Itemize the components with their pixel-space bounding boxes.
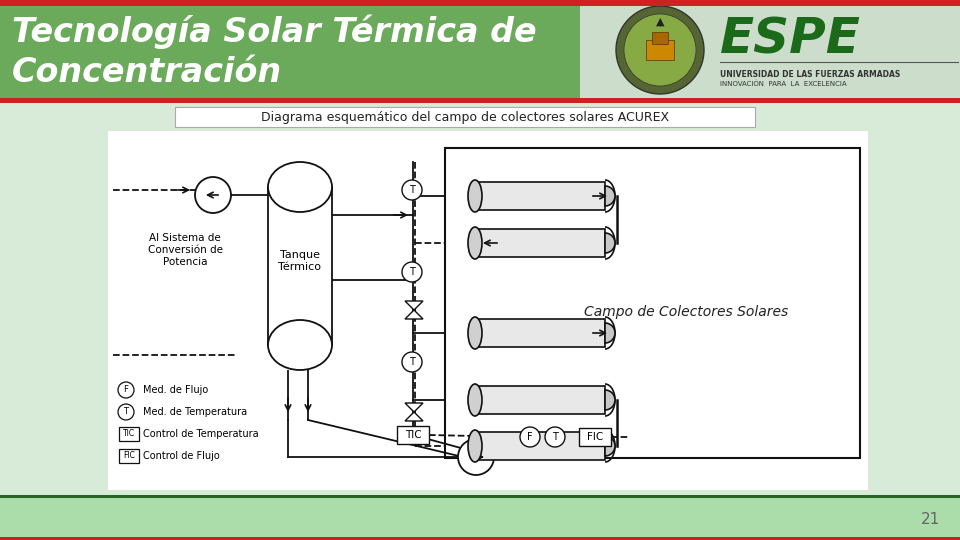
Circle shape — [402, 262, 422, 282]
Bar — [652, 32, 668, 44]
Circle shape — [545, 427, 565, 447]
Text: T: T — [409, 267, 415, 277]
Ellipse shape — [468, 180, 482, 212]
Text: T: T — [552, 432, 558, 442]
Circle shape — [402, 352, 422, 372]
Circle shape — [616, 6, 704, 94]
Text: Diagrama esquemático del campo de colectores solares ACUREX: Diagrama esquemático del campo de colect… — [261, 111, 669, 124]
Circle shape — [118, 382, 134, 398]
Ellipse shape — [468, 317, 482, 349]
Text: UNIVERSIDAD DE LAS FUERZAS ARMADAS: UNIVERSIDAD DE LAS FUERZAS ARMADAS — [720, 70, 900, 79]
Ellipse shape — [268, 320, 332, 370]
Bar — [268, 187, 332, 345]
Text: FIC: FIC — [587, 432, 603, 442]
Text: Med. de Flujo: Med. de Flujo — [143, 385, 208, 395]
Bar — [175, 107, 755, 127]
Polygon shape — [405, 412, 423, 421]
Bar — [108, 131, 868, 490]
Polygon shape — [405, 403, 423, 412]
Circle shape — [195, 177, 231, 213]
Ellipse shape — [468, 227, 482, 259]
Bar — [397, 426, 429, 444]
Bar — [475, 386, 605, 414]
Polygon shape — [405, 301, 423, 310]
Text: F: F — [527, 432, 533, 442]
Circle shape — [624, 14, 696, 86]
Text: ESPE: ESPE — [720, 16, 860, 64]
Text: TIC: TIC — [123, 429, 135, 438]
Text: Control de Temperatura: Control de Temperatura — [143, 429, 258, 439]
Wedge shape — [605, 390, 615, 410]
Text: Control de Flujo: Control de Flujo — [143, 451, 220, 461]
Circle shape — [520, 427, 540, 447]
Bar — [445, 148, 860, 458]
Bar — [119, 427, 139, 441]
Text: T: T — [409, 185, 415, 195]
Wedge shape — [605, 323, 615, 343]
Bar — [268, 345, 332, 370]
Circle shape — [402, 180, 422, 200]
Text: Med. de Temperatura: Med. de Temperatura — [143, 407, 247, 417]
Text: FIC: FIC — [123, 451, 135, 461]
Bar — [0, 0, 960, 6]
Bar — [0, 498, 960, 540]
Text: T: T — [409, 357, 415, 367]
Text: T: T — [124, 408, 129, 416]
Text: ▲: ▲ — [656, 17, 664, 27]
Bar — [475, 182, 605, 210]
Bar — [0, 98, 960, 103]
Text: TIC: TIC — [405, 430, 421, 440]
Text: Campo de Colectores Solares: Campo de Colectores Solares — [584, 305, 788, 319]
Bar — [580, 0, 960, 103]
Text: Tecnología Solar Térmica de: Tecnología Solar Térmica de — [12, 15, 537, 49]
Bar — [579, 428, 611, 446]
Text: Al Sistema de
Conversión de
Potencia: Al Sistema de Conversión de Potencia — [148, 233, 223, 267]
Bar — [646, 40, 674, 60]
Wedge shape — [605, 436, 615, 456]
Wedge shape — [605, 233, 615, 253]
Ellipse shape — [468, 384, 482, 416]
Bar — [475, 319, 605, 347]
Ellipse shape — [268, 162, 332, 212]
Text: INNOVACIÓN  PARA  LA  EXCELENCIA: INNOVACIÓN PARA LA EXCELENCIA — [720, 80, 847, 86]
Bar — [580, 6, 960, 98]
Bar — [475, 432, 605, 460]
Circle shape — [118, 404, 134, 420]
Bar — [475, 229, 605, 257]
Bar — [0, 537, 960, 540]
Polygon shape — [405, 310, 423, 319]
Text: 21: 21 — [921, 512, 940, 528]
Text: Tanque
Térmico: Tanque Térmico — [278, 250, 322, 272]
Bar — [0, 495, 960, 498]
Circle shape — [458, 439, 494, 475]
Text: F: F — [124, 386, 129, 395]
Bar — [119, 449, 139, 463]
Bar — [0, 0, 960, 103]
Wedge shape — [605, 186, 615, 206]
Text: Concentración: Concentración — [12, 56, 282, 89]
Ellipse shape — [468, 430, 482, 462]
